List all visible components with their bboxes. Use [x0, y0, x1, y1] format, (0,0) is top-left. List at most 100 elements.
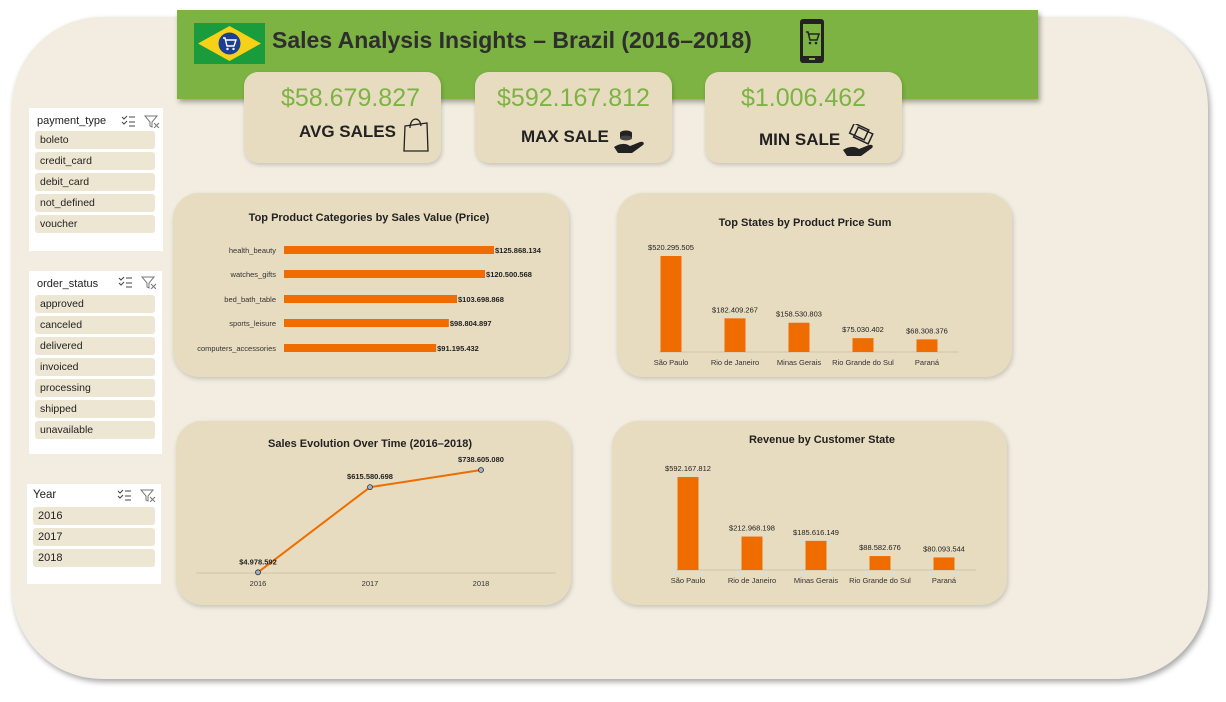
category-label: health_beauty [229, 246, 276, 255]
data-label: $185.616.149 [793, 528, 839, 537]
data-label: $120.500.568 [486, 270, 532, 279]
x-tick-label: 2017 [362, 579, 379, 588]
clear-filter-icon[interactable] [139, 489, 156, 502]
bar [724, 318, 746, 352]
bar [284, 295, 458, 303]
slicer-payment-type: payment_type boleto credit_card debit_ca… [29, 108, 163, 251]
multi-select-icon[interactable] [121, 115, 135, 127]
kpi-label: MIN SALE [759, 130, 841, 149]
brazil-flag-shopping-cart-icon [194, 23, 265, 64]
slicer-item[interactable]: boleto [35, 131, 155, 149]
slicer-toolbar [121, 115, 160, 128]
panel-sales-evolution: Sales Evolution Over Time (2016–2018) $4.… [176, 421, 571, 605]
slicer-item[interactable]: 2018 [33, 549, 155, 567]
slicer-item[interactable]: voucher [35, 215, 155, 233]
kpi-label: AVG SALES [299, 122, 396, 141]
bar [284, 319, 449, 327]
category-label: São Paulo [671, 576, 706, 585]
bar [788, 322, 810, 352]
x-tick-label: 2016 [250, 579, 267, 588]
kpi-value: $1.006.462 [740, 84, 867, 112]
chart-title: Top States by Product Price Sum [719, 217, 892, 229]
data-label: $125.868.134 [495, 246, 542, 255]
slicer-item[interactable]: approved [35, 295, 155, 313]
bar [933, 557, 955, 570]
slicer-year: Year 2016 2017 2018 [27, 484, 161, 584]
data-point [255, 569, 261, 576]
data-label: $182.409.267 [712, 305, 758, 314]
category-label: Paraná [915, 358, 940, 367]
money-hand-icon [843, 124, 874, 156]
bar [869, 556, 891, 570]
data-label: $88.582.676 [859, 543, 901, 552]
data-label: $4.978.592 [239, 557, 277, 566]
slicer-item[interactable]: debit_card [35, 173, 155, 191]
slicer-item[interactable]: shipped [35, 400, 155, 418]
bar [805, 540, 827, 570]
bar [852, 338, 874, 352]
chart-title: Revenue by Customer State [749, 434, 895, 446]
panel-top-categories: Top Product Categories by Sales Value (P… [173, 193, 569, 377]
bar [916, 339, 938, 352]
kpi-max-sale: $592.167.812 MAX SALE [475, 72, 672, 163]
bar [284, 246, 494, 254]
slicer-item[interactable]: unavailable [35, 421, 155, 439]
slicer-title: Year [33, 489, 57, 501]
panel-revenue-by-state: Revenue by Customer State $592.167.812 São… [612, 421, 1007, 605]
category-label: Minas Gerais [777, 358, 821, 367]
slicer-item[interactable]: not_defined [35, 194, 155, 212]
bar [284, 344, 437, 352]
slicer-item[interactable]: canceled [35, 316, 155, 334]
kpi-value: $592.167.812 [497, 84, 650, 112]
category-label: Rio Grande do Sul [832, 358, 894, 367]
slicer-item[interactable]: 2017 [33, 528, 155, 546]
kpi-label: MAX SALE [521, 127, 609, 146]
chart-title: Sales Evolution Over Time (2016–2018) [268, 438, 472, 450]
data-point [478, 467, 484, 473]
clear-filter-icon[interactable] [143, 115, 160, 128]
chart-title: Top Product Categories by Sales Value (P… [249, 212, 490, 224]
data-label: $98.804.897 [450, 319, 492, 328]
data-label: $212.968.198 [729, 524, 775, 533]
data-label: $615.580.698 [347, 472, 393, 481]
chart-sales-evolution: Sales Evolution Over Time (2016–2018) $4.… [196, 438, 556, 588]
category-label: watches_gifts [230, 270, 277, 279]
data-label: $158.530.803 [776, 310, 822, 319]
data-label: $80.093.544 [923, 544, 965, 553]
shopping-bag-icon [403, 118, 429, 152]
slicer-item[interactable]: processing [35, 379, 155, 397]
chart-top-states: Top States by Product Price Sum $520.295.… [648, 217, 959, 367]
slicer-item[interactable]: delivered [35, 337, 155, 355]
category-label: São Paulo [654, 358, 689, 367]
multi-select-icon[interactable] [117, 489, 131, 501]
category-label: bed_bath_table [224, 295, 276, 304]
data-point [367, 484, 373, 491]
slicer-title: order_status [37, 278, 99, 290]
slicer-toolbar [117, 489, 156, 502]
mobile-shopping-cart-icon [798, 18, 826, 64]
kpi-avg-sales: $58.679.827 AVG SALES [244, 72, 441, 163]
bar [741, 536, 763, 570]
slicer-toolbar [118, 276, 157, 289]
category-label: Minas Gerais [794, 576, 838, 585]
data-label: $75.030.402 [842, 325, 884, 334]
chart-revenue-by-state: Revenue by Customer State $592.167.812 São… [665, 434, 976, 585]
clear-filter-icon[interactable] [140, 276, 157, 289]
multi-select-icon[interactable] [118, 276, 132, 288]
category-label: computers_accessories [197, 344, 276, 353]
data-label: $103.698.868 [458, 295, 504, 304]
data-label: $738.605.080 [458, 455, 504, 464]
category-label: sports_leisure [229, 319, 276, 328]
x-tick-label: 2018 [473, 579, 490, 588]
data-label: $520.295.505 [648, 243, 694, 252]
data-label: $68.308.376 [906, 326, 948, 335]
slicer-item[interactable]: invoiced [35, 358, 155, 376]
slicer-item[interactable]: credit_card [35, 152, 155, 170]
slicer-item[interactable]: 2016 [33, 507, 155, 525]
data-label: $91.195.432 [437, 344, 479, 353]
slicer-title: payment_type [37, 115, 107, 127]
category-label: Paraná [932, 576, 957, 585]
data-label: $592.167.812 [665, 464, 711, 473]
chart-top-categories: Top Product Categories by Sales Value (P… [197, 212, 542, 353]
page-title: Sales Analysis Insights – Brazil (2016–2… [272, 27, 752, 53]
